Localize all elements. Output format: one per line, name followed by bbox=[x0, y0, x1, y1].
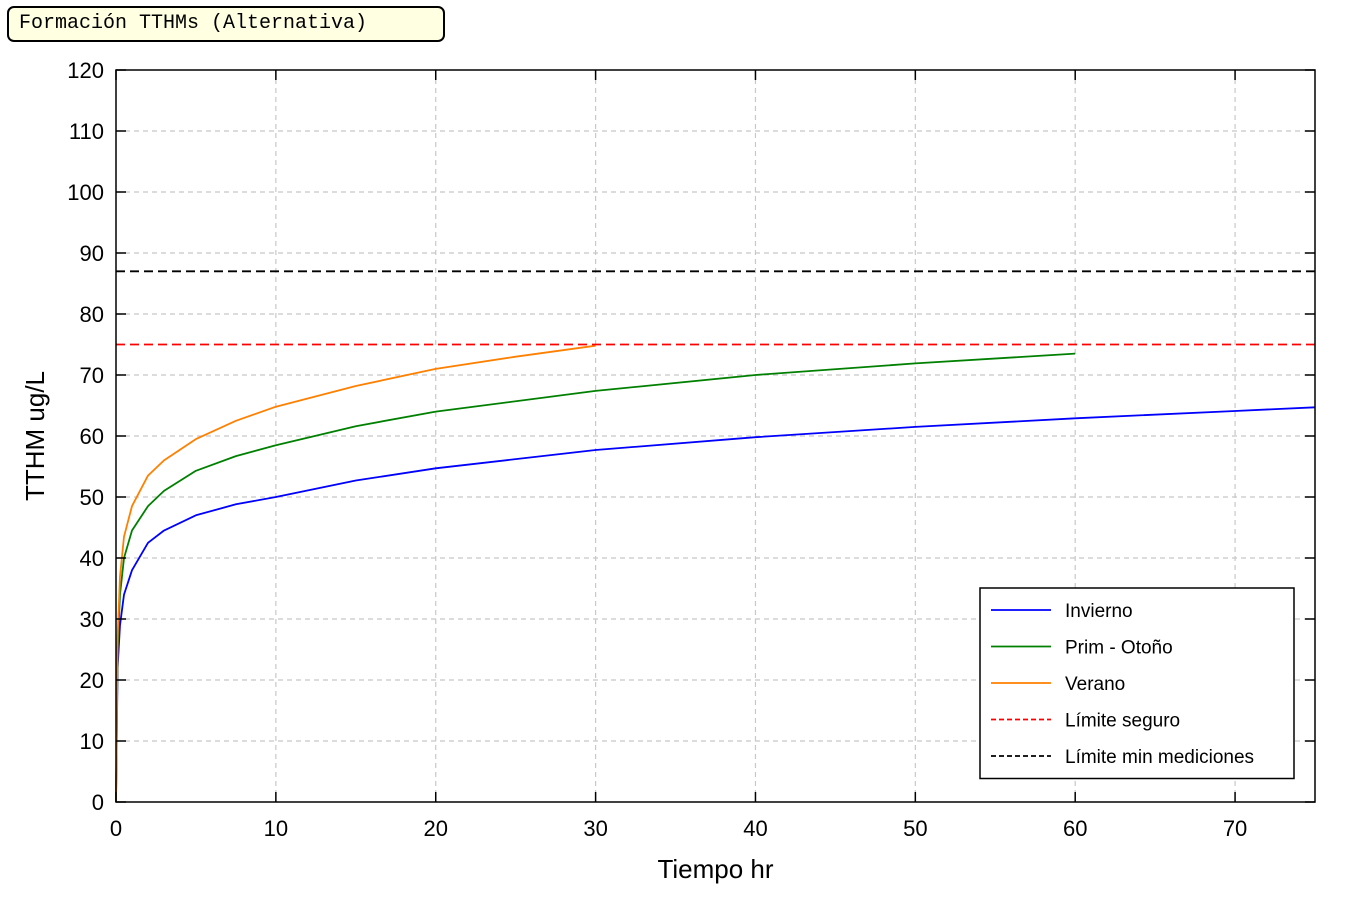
series-line-invierno bbox=[115, 406, 1316, 803]
y-axis-label: TTHM ug/L bbox=[20, 371, 50, 501]
y-tick-label: 70 bbox=[80, 363, 104, 388]
x-tick-label: 40 bbox=[743, 816, 767, 841]
legend-entry-label: Prim - Otoño bbox=[1065, 638, 1173, 659]
series-line-verano bbox=[115, 344, 596, 803]
legend-entry-label: Límite min mediciones bbox=[1065, 747, 1254, 768]
axis-ticks: 0 10 20 30 40 50 60 70 0 10 20 30 40 50 60 70 80 90 100 110… bbox=[67, 58, 1315, 841]
chart-title-box: Formación TTHMs (Alternativa) bbox=[7, 6, 445, 42]
y-tick-label: 120 bbox=[67, 58, 104, 83]
x-tick-label: 60 bbox=[1063, 816, 1087, 841]
y-tick-label: 60 bbox=[80, 424, 104, 449]
series-line-prim-oto-o bbox=[115, 352, 1076, 803]
legend-entry-label: Invierno bbox=[1065, 601, 1133, 622]
x-tick-label: 20 bbox=[423, 816, 447, 841]
y-tick-label: 80 bbox=[80, 302, 104, 327]
x-axis-label: Tiempo hr bbox=[657, 854, 773, 884]
y-tick-label: 110 bbox=[69, 119, 104, 144]
x-tick-label: 70 bbox=[1223, 816, 1247, 841]
y-tick-label: 30 bbox=[80, 607, 104, 632]
legend-entry-label: Límite seguro bbox=[1065, 711, 1180, 732]
x-tick-label: 30 bbox=[583, 816, 607, 841]
chart-title-text: Formación TTHMs (Alternativa) bbox=[19, 12, 368, 35]
y-tick-label: 40 bbox=[80, 546, 104, 571]
legend-entry-label: Verano bbox=[1065, 674, 1125, 695]
x-tick-label: 50 bbox=[903, 816, 927, 841]
y-tick-label: 10 bbox=[80, 729, 104, 754]
y-tick-label: 20 bbox=[80, 668, 104, 693]
y-tick-label: 90 bbox=[80, 241, 104, 266]
x-tick-label: 10 bbox=[264, 816, 288, 841]
y-tick-label: 100 bbox=[67, 180, 104, 205]
legend: Invierno Prim - Otoño Verano Límite seguro L… bbox=[979, 587, 1295, 780]
x-tick-label: 0 bbox=[110, 816, 122, 841]
y-tick-label: 50 bbox=[80, 485, 104, 510]
series-lines bbox=[115, 270, 1316, 803]
y-tick-label: 0 bbox=[92, 790, 104, 815]
